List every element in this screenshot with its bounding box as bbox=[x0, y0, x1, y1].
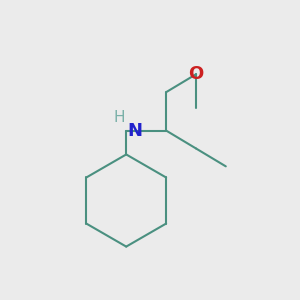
Text: H: H bbox=[113, 110, 124, 125]
Text: N: N bbox=[127, 122, 142, 140]
Text: O: O bbox=[188, 65, 204, 83]
